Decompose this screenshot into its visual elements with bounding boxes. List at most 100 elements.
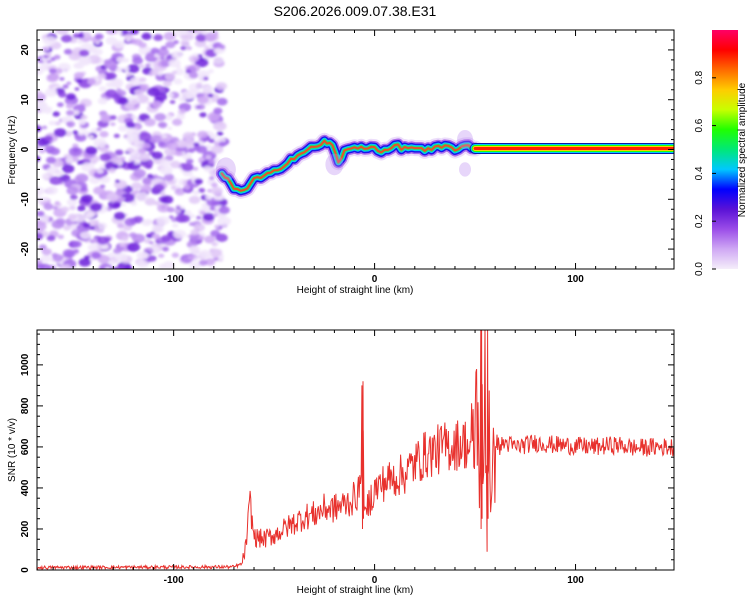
noise-blob <box>106 72 117 80</box>
y-tick-label: 10 <box>20 94 31 106</box>
noise-blob <box>91 251 102 259</box>
noise-blob <box>124 265 133 269</box>
noise-blob <box>150 47 160 54</box>
noise-blob <box>121 203 126 207</box>
noise-blob <box>131 182 143 190</box>
noise-blob <box>190 175 197 180</box>
noise-blob <box>174 208 181 214</box>
noise-blob <box>105 89 118 98</box>
noise-blob <box>46 235 56 242</box>
noise-blob <box>65 250 74 257</box>
noise-blob <box>60 34 73 43</box>
noise-blob <box>110 79 123 89</box>
noise-blob <box>181 163 194 172</box>
noise-blob <box>157 203 170 213</box>
noise-blob <box>176 113 186 120</box>
noise-blob <box>158 253 165 258</box>
noise-blob <box>156 48 170 57</box>
chart-title: S206.2026.009.07.38.E31 <box>274 3 437 19</box>
noise-blob <box>165 155 174 161</box>
noise-blob <box>115 66 124 73</box>
noise-blob <box>151 224 164 233</box>
noise-blob <box>49 176 62 185</box>
noise-blob <box>41 125 48 130</box>
noise-blob <box>93 138 107 148</box>
noise-blob <box>151 151 163 160</box>
track-halo <box>325 153 344 176</box>
noise-blob <box>116 246 124 252</box>
noise-blob <box>142 142 151 149</box>
noise-blob <box>51 253 58 258</box>
noise-blob <box>171 223 179 228</box>
noise-blob <box>196 82 203 87</box>
noise-blob <box>195 145 208 154</box>
y-tick-label: -20 <box>20 241 31 256</box>
noise-blob <box>43 203 54 211</box>
noise-blob <box>77 39 84 44</box>
noise-blob <box>69 223 79 231</box>
noise-blob <box>170 185 177 190</box>
frequency-track <box>213 129 674 199</box>
noise-blob <box>180 34 188 40</box>
noise-blob <box>78 131 84 136</box>
noise-blob <box>216 131 224 136</box>
noise-blob <box>167 126 173 130</box>
noise-blob <box>82 222 91 228</box>
x-tick-label: 0 <box>372 274 378 285</box>
noise-blob <box>178 214 191 223</box>
noise-blob <box>204 45 209 50</box>
noise-blob <box>218 206 230 214</box>
noise-blob <box>47 106 53 111</box>
noise-blob <box>37 221 47 232</box>
noise-blob <box>161 195 174 204</box>
noise-blob <box>197 95 209 104</box>
noise-blob <box>74 87 80 91</box>
noise-blob <box>117 223 125 229</box>
noise-blob <box>112 201 122 208</box>
noise-blob <box>88 134 95 139</box>
noise-blob <box>137 131 152 142</box>
noise-blob <box>89 203 103 212</box>
noise-blob <box>72 33 81 39</box>
noise-blob <box>211 145 224 154</box>
noise-blob <box>198 259 208 266</box>
noise-blob <box>117 97 129 105</box>
noise-blob <box>211 242 218 247</box>
noise-blob <box>211 182 218 188</box>
noise-blob <box>76 160 84 165</box>
noise-blob <box>99 146 109 153</box>
noise-blob <box>93 48 103 56</box>
snr-x-label: Height of straight line (km) <box>297 585 414 596</box>
noise-blob <box>98 86 107 92</box>
noise-blob <box>79 231 91 240</box>
spectrogram-x-label: Height of straight line (km) <box>297 285 414 296</box>
noise-blob <box>42 35 57 46</box>
noise-blob <box>68 213 77 220</box>
noise-blob <box>199 112 207 118</box>
noise-blob <box>153 183 165 192</box>
noise-blob <box>218 141 227 147</box>
noise-blob <box>173 78 183 85</box>
noise-blob <box>72 143 79 148</box>
noise-blob <box>126 64 140 74</box>
noise-blob <box>151 101 162 109</box>
noise-blob <box>161 234 172 242</box>
noise-blob <box>69 194 78 200</box>
noise-blob <box>62 84 69 89</box>
noise-blob <box>55 218 66 225</box>
noise-blob <box>154 92 168 102</box>
noise-blob <box>82 31 91 38</box>
noise-blob <box>135 192 149 202</box>
colorbar-ticks: 0.0 0.2 0.4 0.6 0.8 <box>694 70 716 276</box>
noise-blob <box>72 130 79 135</box>
noise-blob <box>157 121 166 128</box>
noise-blob <box>208 159 216 165</box>
noise-blob <box>48 68 57 74</box>
spectrogram-y-axis: -20 -10 0 10 20 <box>20 29 674 270</box>
noise-blob <box>163 114 173 121</box>
colorbar-label: Normalized spectral amplitude <box>737 82 748 217</box>
noise-blob <box>183 184 191 190</box>
noise-blob <box>125 72 132 77</box>
noise-blob <box>141 219 152 227</box>
noise-blob <box>55 30 69 35</box>
